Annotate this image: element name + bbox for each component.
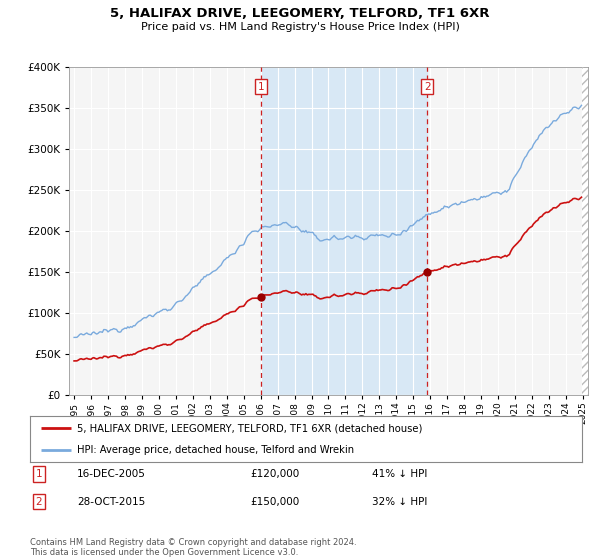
Text: HPI: Average price, detached house, Telford and Wrekin: HPI: Average price, detached house, Telf… — [77, 445, 354, 455]
Text: 1: 1 — [35, 469, 42, 479]
Text: 1: 1 — [257, 82, 264, 92]
Text: £150,000: £150,000 — [251, 497, 300, 507]
Text: 28-OCT-2015: 28-OCT-2015 — [77, 497, 145, 507]
Text: 16-DEC-2005: 16-DEC-2005 — [77, 469, 146, 479]
Text: Contains HM Land Registry data © Crown copyright and database right 2024.
This d: Contains HM Land Registry data © Crown c… — [30, 538, 356, 557]
Text: 5, HALIFAX DRIVE, LEEGOMERY, TELFORD, TF1 6XR: 5, HALIFAX DRIVE, LEEGOMERY, TELFORD, TF… — [110, 7, 490, 20]
Text: 2: 2 — [35, 497, 42, 507]
Bar — [581, 67, 588, 395]
Text: £120,000: £120,000 — [251, 469, 300, 479]
Bar — [581, 67, 588, 395]
Text: 41% ↓ HPI: 41% ↓ HPI — [372, 469, 428, 479]
Bar — [260, 67, 427, 395]
Text: Price paid vs. HM Land Registry's House Price Index (HPI): Price paid vs. HM Land Registry's House … — [140, 22, 460, 32]
Text: 32% ↓ HPI: 32% ↓ HPI — [372, 497, 428, 507]
Text: 2: 2 — [424, 82, 431, 92]
Text: 5, HALIFAX DRIVE, LEEGOMERY, TELFORD, TF1 6XR (detached house): 5, HALIFAX DRIVE, LEEGOMERY, TELFORD, TF… — [77, 423, 422, 433]
